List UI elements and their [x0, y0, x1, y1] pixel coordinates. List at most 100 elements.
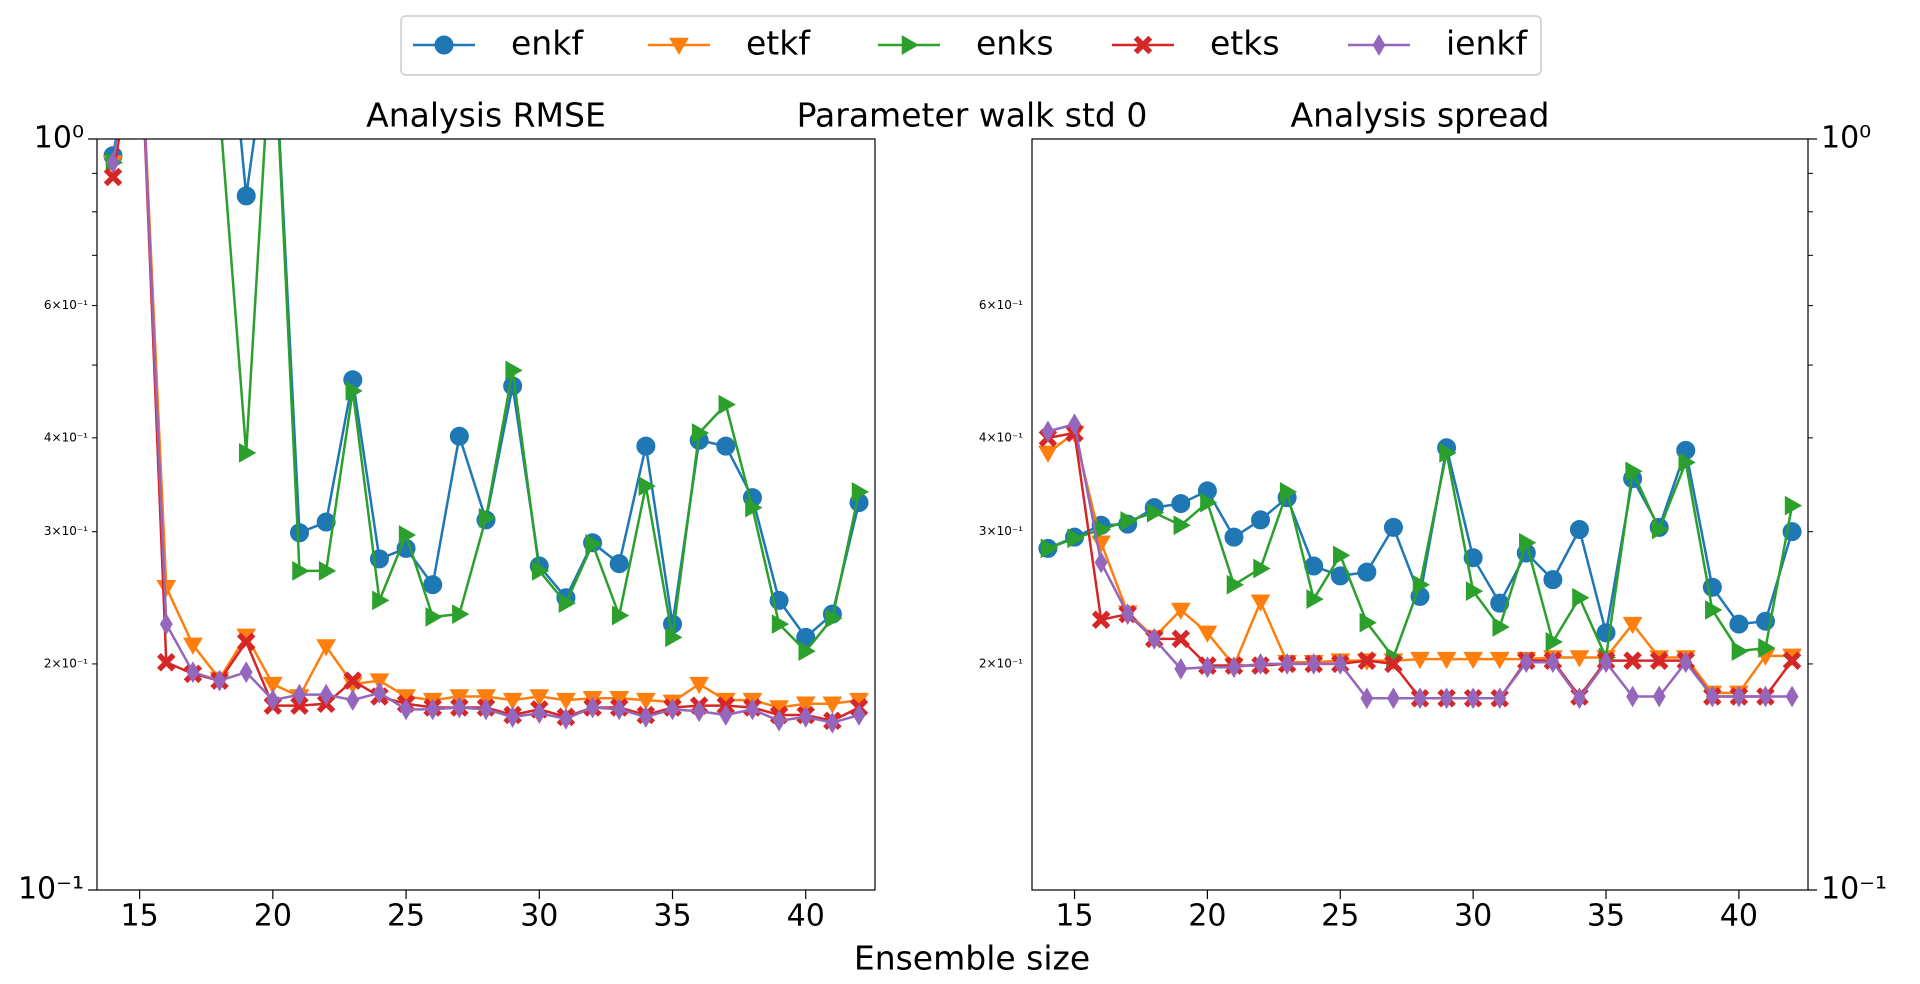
marker — [1519, 651, 1533, 674]
marker — [719, 704, 733, 726]
legend-marker — [434, 35, 454, 55]
marker — [1651, 519, 1670, 540]
marker — [476, 689, 496, 707]
marker — [239, 661, 253, 684]
marker — [157, 653, 176, 672]
marker — [559, 707, 573, 730]
marker — [343, 671, 363, 690]
marker — [1333, 653, 1347, 675]
marker — [1200, 656, 1214, 679]
x-tick-label: 30 — [520, 899, 558, 934]
y-minor-tick-label: 6×10⁻¹ — [979, 298, 1023, 312]
legend-label: etks — [1210, 24, 1280, 63]
marker — [266, 0, 282, 16]
marker — [316, 512, 336, 532]
marker — [798, 641, 816, 661]
marker — [292, 561, 310, 581]
marker — [795, 696, 816, 714]
marker — [1091, 610, 1111, 630]
y-tick-label: 10⁻¹ — [1821, 872, 1887, 907]
marker — [1359, 612, 1377, 633]
legend-marker — [1133, 35, 1153, 55]
marker — [1094, 551, 1108, 574]
marker — [1785, 685, 1799, 708]
marker — [106, 151, 120, 174]
x-tick-label: 20 — [1188, 899, 1226, 934]
marker — [345, 380, 363, 401]
marker — [134, 0, 146, 17]
marker — [369, 673, 390, 691]
marker — [264, 0, 282, 16]
marker — [1546, 651, 1560, 674]
y-minor-tick-label: 2×10⁻¹ — [979, 656, 1023, 670]
marker — [1200, 492, 1218, 513]
marker — [1543, 570, 1563, 590]
y-minor-tick-label: 2×10⁻¹ — [44, 656, 88, 670]
marker — [1569, 650, 1590, 668]
legend-box — [400, 15, 1542, 76]
y-minor-tick-label: 4×10⁻¹ — [979, 430, 1023, 444]
marker — [1652, 685, 1666, 708]
marker — [1171, 629, 1191, 649]
marker — [1569, 520, 1589, 540]
legend-marker — [669, 37, 689, 56]
marker — [1383, 517, 1403, 537]
marker — [852, 704, 866, 726]
marker — [1705, 685, 1719, 708]
marker — [716, 436, 736, 456]
marker — [1572, 587, 1590, 608]
marker — [746, 698, 759, 721]
x-tick-label: 35 — [653, 899, 691, 934]
marker — [1068, 413, 1081, 436]
marker — [502, 692, 523, 711]
marker — [479, 698, 493, 721]
marker — [506, 706, 520, 728]
marker — [529, 689, 550, 707]
marker — [1784, 495, 1803, 516]
marker — [1279, 481, 1298, 502]
marker — [609, 554, 629, 574]
marker — [691, 423, 710, 443]
marker — [262, 676, 283, 695]
marker — [1465, 581, 1484, 602]
marker — [1041, 420, 1055, 443]
marker — [505, 360, 523, 381]
marker — [213, 669, 226, 692]
marker — [316, 639, 336, 657]
marker — [1174, 657, 1188, 680]
marker — [1519, 532, 1537, 553]
plot-frame — [1031, 138, 1809, 891]
figure-title: Parameter walk std 0 — [797, 96, 1148, 135]
marker — [1489, 651, 1510, 670]
marker — [612, 698, 626, 721]
marker — [1623, 651, 1642, 670]
marker — [1679, 651, 1693, 674]
marker — [1440, 687, 1454, 710]
marker — [426, 698, 440, 721]
marker — [1412, 574, 1431, 595]
x-tick-label: 25 — [1321, 899, 1359, 934]
y-minor-tick-label: 3×10⁻¹ — [979, 524, 1023, 538]
plot-area — [103, 0, 870, 734]
marker — [293, 683, 306, 706]
marker — [1492, 617, 1510, 637]
x-tick-label: 35 — [1587, 899, 1625, 934]
marker — [1466, 687, 1480, 710]
marker — [586, 696, 600, 719]
marker — [1622, 616, 1643, 635]
x-tick-label: 25 — [387, 899, 425, 934]
marker — [666, 698, 679, 721]
marker — [183, 637, 203, 655]
marker — [611, 605, 630, 626]
series-line — [1047, 452, 1794, 662]
marker — [133, 0, 149, 16]
marker — [1573, 687, 1586, 710]
marker — [771, 614, 790, 634]
marker — [1596, 623, 1616, 643]
x-axis-label: Ensemble size — [854, 939, 1090, 978]
marker — [1250, 594, 1271, 612]
marker — [1224, 527, 1244, 547]
marker — [1759, 685, 1772, 708]
legend-marker — [1372, 34, 1386, 56]
